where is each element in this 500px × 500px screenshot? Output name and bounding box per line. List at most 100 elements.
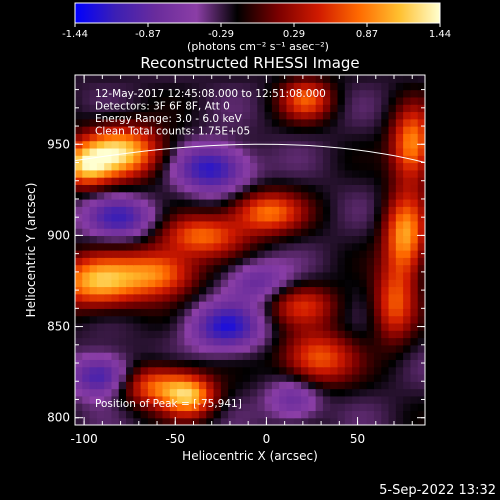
heatmap-cell — [206, 337, 215, 346]
heatmap-cell — [220, 373, 229, 382]
heatmap-cell — [330, 140, 339, 149]
heatmap-cell — [344, 206, 353, 215]
heatmap-cell — [169, 264, 178, 273]
heatmap-cell — [177, 381, 185, 390]
heatmap-cell — [279, 89, 288, 98]
heatmap-cell — [395, 96, 404, 105]
heatmap-cell — [126, 417, 134, 425]
heatmap-cell — [308, 308, 317, 317]
heatmap-cell — [271, 228, 280, 237]
heatmap-cell — [264, 162, 273, 171]
heatmap-cell — [330, 301, 339, 309]
heatmap-cell — [271, 344, 280, 353]
heatmap-cell — [82, 118, 91, 127]
heatmap-cell — [279, 286, 288, 295]
heatmap-cell — [279, 213, 288, 222]
heatmap-cell — [75, 147, 83, 156]
heatmap-cell — [111, 118, 120, 127]
heatmap-cell — [417, 373, 425, 382]
heatmap-cell — [177, 359, 185, 368]
heatmap-cell — [337, 301, 346, 309]
heatmap-cell — [250, 250, 258, 258]
heatmap-cell — [82, 147, 91, 156]
heatmap-cell — [410, 359, 419, 368]
heatmap-cell — [322, 308, 331, 317]
annotation-line: Energy Range: 3.0 - 6.0 keV — [95, 113, 243, 125]
heatmap-cell — [220, 75, 229, 83]
heatmap-cell — [279, 322, 288, 331]
heatmap-cell — [206, 118, 215, 127]
heatmap-cell — [96, 126, 105, 134]
heatmap-cell — [337, 417, 346, 425]
heatmap-cell — [395, 286, 404, 295]
heatmap-cell — [104, 184, 113, 193]
heatmap-cell — [381, 191, 390, 200]
heatmap-cell — [213, 147, 222, 156]
heatmap-cell — [352, 206, 360, 215]
heatmap-cell — [366, 308, 375, 317]
heatmap-cell — [213, 403, 222, 412]
heatmap-cell — [118, 184, 127, 193]
heatmap-cell — [264, 191, 273, 200]
heatmap-cell — [220, 111, 229, 120]
heatmap-cell — [308, 381, 317, 390]
heatmap-cell — [162, 82, 171, 91]
heatmap-cell — [162, 381, 171, 390]
heatmap-cell — [322, 242, 331, 251]
heatmap-cell — [410, 271, 419, 280]
heatmap-cell — [177, 177, 185, 185]
heatmap-cell — [330, 293, 339, 302]
heatmap-cell — [147, 344, 156, 353]
heatmap-cell — [279, 198, 288, 207]
heatmap-cell — [198, 177, 207, 185]
heatmap-cell — [410, 337, 419, 346]
heatmap-cell — [381, 257, 390, 266]
heatmap-cell — [271, 330, 280, 339]
heatmap-cell — [410, 169, 419, 178]
heatmap-cell — [359, 96, 368, 105]
heatmap-cell — [395, 206, 404, 215]
heatmap-cell — [140, 381, 149, 390]
heatmap-cell — [271, 235, 280, 244]
heatmap-cell — [293, 104, 302, 113]
heatmap-cell — [198, 330, 207, 339]
heatmap-cell — [257, 82, 266, 91]
heatmap-cell — [111, 322, 120, 331]
heatmap-cell — [250, 366, 258, 375]
heatmap-cell — [191, 403, 200, 412]
heatmap-cell — [198, 381, 207, 390]
heatmap-cell — [198, 155, 207, 164]
heatmap-cell — [140, 271, 149, 280]
heatmap-cell — [133, 177, 142, 185]
heatmap-cell — [206, 206, 215, 215]
heatmap-cell — [264, 75, 273, 83]
x-axis-label: Heliocentric X (arcsec) — [182, 449, 318, 463]
heatmap-cell — [417, 147, 425, 156]
heatmap-cell — [308, 220, 317, 229]
heatmap-cell — [395, 235, 404, 244]
heatmap-cell — [373, 198, 382, 207]
heatmap-cell — [155, 96, 164, 105]
heatmap-cell — [293, 228, 302, 237]
heatmap-cell — [410, 381, 419, 390]
heatmap-cell — [118, 169, 127, 178]
heatmap-cell — [126, 213, 134, 222]
heatmap-cell — [279, 191, 288, 200]
heatmap-cell — [286, 198, 295, 207]
heatmap-cell — [337, 395, 346, 404]
heatmap-cell — [177, 118, 185, 127]
heatmap-cell — [155, 403, 164, 412]
heatmap-cell — [140, 322, 149, 331]
heatmap-cell — [315, 133, 324, 142]
heatmap-cell — [184, 403, 193, 412]
heatmap-cell — [271, 75, 280, 83]
heatmap-cell — [235, 395, 244, 404]
heatmap-cell — [140, 162, 149, 171]
heatmap-cell — [191, 228, 200, 237]
heatmap-cell — [322, 235, 331, 244]
heatmap-cell — [96, 213, 105, 222]
heatmap-cell — [206, 279, 215, 288]
heatmap-cell — [388, 322, 397, 331]
heatmap-cell — [250, 279, 258, 288]
